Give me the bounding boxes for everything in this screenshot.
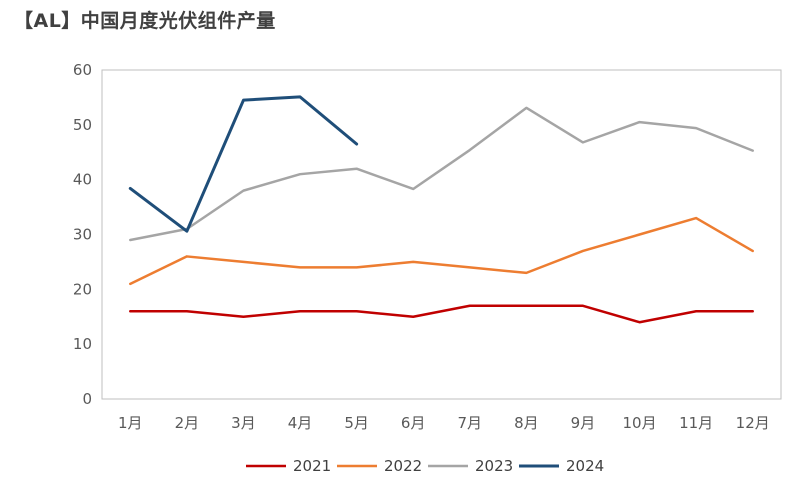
x-tick-label: 7月 [458, 414, 483, 432]
plot-area-border [101, 69, 782, 400]
x-tick-label: 3月 [231, 414, 256, 432]
y-tick-label: 0 [82, 390, 92, 408]
x-tick-label: 5月 [344, 414, 369, 432]
y-tick-label: 50 [73, 116, 92, 134]
legend-label-2024: 2024 [566, 457, 604, 475]
series-line-2023 [129, 106, 754, 242]
y-tick-label: 40 [73, 171, 92, 189]
x-tick-label: 4月 [288, 414, 313, 432]
x-tick-label: 8月 [514, 414, 539, 432]
legend-label-2021: 2021 [293, 457, 331, 475]
legend-label-2023: 2023 [475, 457, 513, 475]
series-line-2024 [128, 95, 359, 233]
series-line-2022 [129, 216, 754, 286]
legend-label-2022: 2022 [384, 457, 422, 475]
x-tick-label: 1月 [118, 414, 143, 432]
chart-title: 【AL】中国月度光伏组件产量 [14, 10, 276, 32]
x-tick-label: 6月 [401, 414, 426, 432]
x-tick-label: 2月 [175, 414, 200, 432]
y-tick-label: 20 [73, 280, 92, 298]
x-tick-label: 10月 [622, 414, 656, 432]
y-tick-label: 30 [73, 226, 92, 244]
x-tick-label: 11月 [679, 414, 713, 432]
series-line-2021 [129, 304, 754, 324]
y-tick-label: 60 [73, 61, 92, 79]
x-tick-label: 9月 [571, 414, 596, 432]
y-tick-label: 10 [73, 335, 92, 353]
x-tick-label: 12月 [736, 414, 770, 432]
